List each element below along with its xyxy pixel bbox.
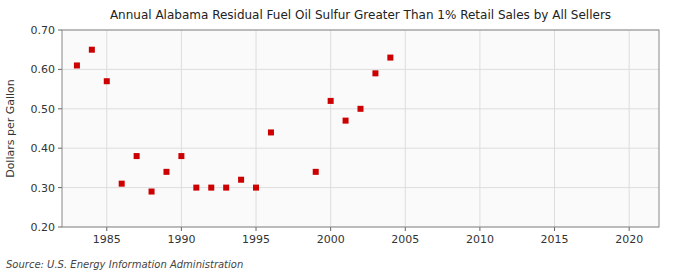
x-grid-line bbox=[479, 30, 480, 227]
y-tick bbox=[58, 148, 62, 149]
x-tick bbox=[405, 227, 406, 231]
point bbox=[74, 62, 80, 68]
x-tick-label: 2005 bbox=[391, 233, 419, 246]
x-grid-line bbox=[330, 30, 331, 227]
y-axis-label: Dollars per Gallon bbox=[4, 79, 17, 178]
point bbox=[149, 189, 155, 195]
y-tick bbox=[58, 187, 62, 188]
point bbox=[372, 70, 378, 76]
axes: 1985 1990 1995 2000 2005 2010 2015 2020 0.20 0.30… bbox=[31, 24, 660, 246]
point bbox=[313, 169, 319, 175]
y-grid-line bbox=[62, 148, 659, 149]
point bbox=[208, 185, 214, 191]
x-tick bbox=[479, 227, 480, 231]
x-grid-line bbox=[554, 30, 555, 227]
point bbox=[387, 55, 393, 61]
point bbox=[119, 181, 125, 187]
point bbox=[178, 153, 184, 159]
y-tick bbox=[58, 227, 62, 228]
point bbox=[104, 78, 110, 84]
x-tick bbox=[181, 227, 182, 231]
grid bbox=[62, 30, 659, 227]
chart: 1985 1990 1995 2000 2005 2010 2015 2020 0.20 0.30… bbox=[0, 0, 675, 275]
x-tick bbox=[554, 227, 555, 231]
x-tick-label: 1985 bbox=[93, 233, 121, 246]
plot-area bbox=[62, 30, 659, 227]
x-grid-line bbox=[405, 30, 406, 227]
point bbox=[268, 129, 274, 135]
y-tick-label: 0.40 bbox=[31, 142, 56, 155]
y-grid-line bbox=[62, 187, 659, 188]
point bbox=[134, 153, 140, 159]
x-tick-label: 1995 bbox=[242, 233, 270, 246]
y-tick bbox=[58, 30, 62, 31]
point bbox=[343, 118, 349, 124]
x-tick bbox=[256, 227, 257, 231]
x-tick-label: 2020 bbox=[615, 233, 643, 246]
source: Source: U.S. Energy Information Administ… bbox=[6, 259, 243, 270]
x-grid-line bbox=[181, 30, 182, 227]
y-tick-label: 0.30 bbox=[31, 182, 56, 195]
point bbox=[253, 185, 259, 191]
title: Annual Alabama Residual Fuel Oil Sulfur … bbox=[110, 8, 611, 22]
x-tick bbox=[330, 227, 331, 231]
y-grid-line bbox=[62, 69, 659, 70]
point bbox=[163, 169, 169, 175]
x-grid-line bbox=[629, 30, 630, 227]
x-grid-line bbox=[106, 30, 107, 227]
y-tick bbox=[58, 108, 62, 109]
point bbox=[193, 185, 199, 191]
points bbox=[74, 47, 393, 195]
y-tick-label: 0.20 bbox=[31, 221, 56, 234]
point bbox=[358, 106, 364, 112]
point bbox=[223, 185, 229, 191]
y-tick-label: 0.50 bbox=[31, 103, 56, 116]
x-tick-label: 2000 bbox=[317, 233, 345, 246]
x-tick-label: 2010 bbox=[466, 233, 494, 246]
x-grid-line bbox=[256, 30, 257, 227]
y-tick-label: 0.70 bbox=[31, 24, 56, 37]
x-tick-label: 1990 bbox=[167, 233, 195, 246]
x-tick bbox=[629, 227, 630, 231]
y-tick-label: 0.60 bbox=[31, 63, 56, 76]
point bbox=[238, 177, 244, 183]
point bbox=[328, 98, 334, 104]
x-tick bbox=[106, 227, 107, 231]
plot-frame bbox=[62, 30, 659, 227]
point bbox=[89, 47, 95, 53]
y-tick bbox=[58, 69, 62, 70]
x-tick-label: 2015 bbox=[541, 233, 569, 246]
